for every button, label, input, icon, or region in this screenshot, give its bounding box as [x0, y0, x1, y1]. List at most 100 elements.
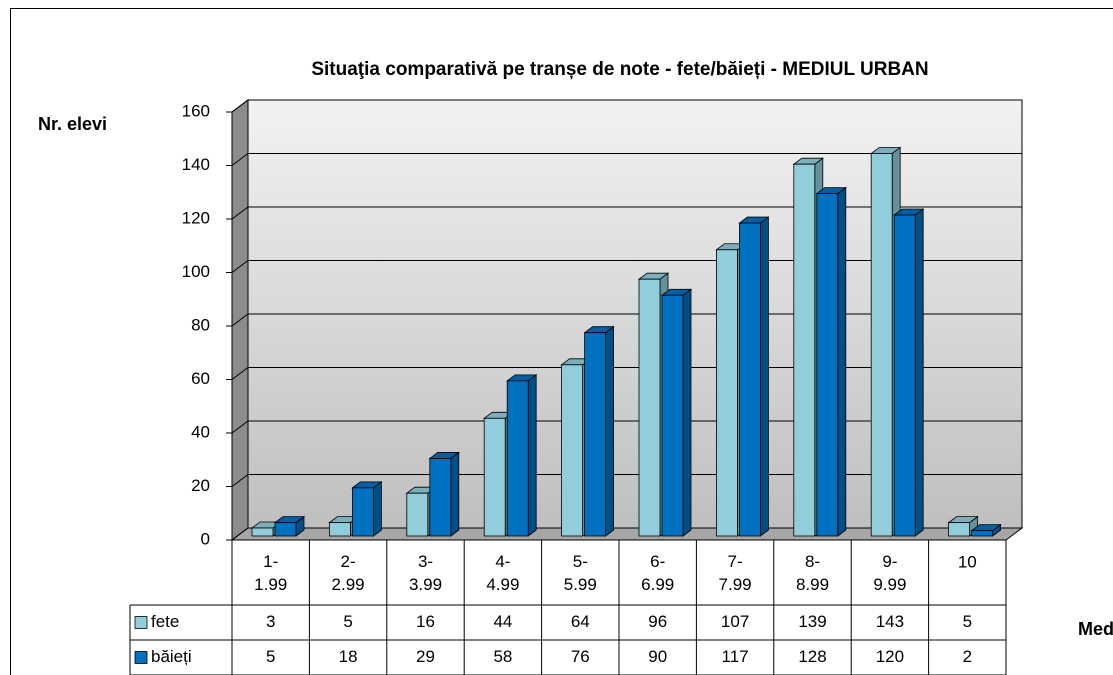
- x-tick-label: 1- 1.99: [254, 552, 287, 594]
- bar-front: [870, 153, 893, 537]
- bar-side: [527, 374, 537, 537]
- y-tick-label: 80: [191, 315, 210, 334]
- label-line: 3.99: [409, 575, 442, 594]
- legend-label: fete: [151, 612, 179, 631]
- table-value: 128: [798, 647, 826, 666]
- label-line: 5.99: [564, 575, 597, 594]
- bar-front: [328, 522, 351, 537]
- y-tick-label: 60: [191, 369, 210, 388]
- y-tick-label: 40: [191, 422, 210, 441]
- table-value: 117: [722, 647, 749, 666]
- label-line: 2-: [341, 552, 356, 571]
- chart-title: Situaţia comparativă pe tranșe de note -…: [311, 59, 928, 80]
- grid-line: [231, 99, 1022, 113]
- table-value: 5: [343, 612, 352, 631]
- x-tick-label: 3- 3.99: [409, 552, 442, 594]
- bar-front: [971, 530, 993, 537]
- table-value: 139: [798, 612, 826, 631]
- grid-line: [231, 206, 1022, 220]
- label-line: 4-: [495, 552, 510, 571]
- label-line: 9.99: [873, 575, 906, 594]
- table-value: 5: [963, 612, 972, 631]
- bar-front: [351, 487, 374, 537]
- bar-front: [893, 214, 916, 537]
- bar-front: [429, 458, 452, 537]
- table-value: 120: [876, 647, 904, 666]
- x-tick-label: 8- 8.99: [796, 552, 829, 594]
- label-line: 8.99: [796, 575, 829, 594]
- label-line: 6.99: [641, 575, 674, 594]
- table-value: 107: [721, 612, 749, 631]
- bar: [351, 481, 383, 537]
- bar-side: [372, 481, 382, 537]
- y-tick-label: 160: [182, 101, 210, 120]
- bar-front: [561, 364, 583, 537]
- bar: [738, 216, 770, 537]
- x-tick-label: 4- 4.99: [486, 552, 519, 594]
- bar-side: [605, 325, 614, 537]
- table-value: 2: [963, 647, 972, 666]
- table-value: 64: [571, 612, 590, 631]
- table-value: 96: [648, 612, 667, 631]
- y-tick-label: 140: [182, 155, 210, 174]
- table-value: 76: [571, 647, 590, 666]
- label-line: 7.99: [719, 575, 752, 594]
- bar-front: [506, 380, 529, 537]
- table-value: 90: [648, 647, 667, 666]
- table-value: 29: [416, 647, 435, 666]
- bar-side: [450, 451, 460, 537]
- legend-label: băieți: [151, 647, 192, 666]
- y-tick-label: 100: [182, 262, 210, 281]
- bar-side: [760, 216, 769, 537]
- label-line: 9-: [882, 552, 897, 571]
- x-tick-label: 9- 9.99: [873, 552, 906, 594]
- bar-front: [274, 522, 297, 537]
- label-line: 1-: [263, 552, 278, 571]
- bar-front: [661, 294, 684, 537]
- y-tick-label: 120: [182, 208, 210, 227]
- y-tick-label: 20: [191, 476, 210, 495]
- table-value: 58: [493, 647, 512, 666]
- bar: [273, 515, 306, 537]
- bar-front: [816, 193, 839, 537]
- x-tick-label: 2- 2.99: [332, 552, 365, 594]
- x-axis-title: Medii: [1078, 619, 1113, 639]
- bar-front: [793, 163, 816, 537]
- bar: [815, 186, 847, 537]
- bar: [660, 288, 693, 537]
- table-value: 3: [266, 612, 275, 631]
- label-line: 6-: [650, 552, 665, 571]
- label-line: 3-: [418, 552, 433, 571]
- bar-front: [406, 492, 429, 537]
- table-value: 143: [876, 612, 904, 631]
- grid-line: [231, 153, 1022, 166]
- bar-front: [716, 249, 738, 537]
- y-axis-title: Nr. elevi: [38, 114, 107, 134]
- x-tick-label: 5- 5.99: [564, 552, 597, 594]
- label-line: 7-: [728, 552, 743, 571]
- bar: [893, 208, 925, 537]
- table-value: 16: [416, 612, 435, 631]
- legend-swatch: [134, 651, 148, 664]
- x-tick-label: 7- 7.99: [719, 552, 752, 594]
- label-line: 5-: [573, 552, 588, 571]
- table-value: 44: [493, 612, 512, 631]
- bar-side: [682, 288, 692, 537]
- bar-front: [739, 222, 761, 537]
- bar-front: [948, 522, 970, 537]
- bar-front: [638, 278, 661, 537]
- table-value: 18: [339, 647, 358, 666]
- bar-side: [837, 186, 847, 537]
- label-line: 2.99: [332, 575, 365, 594]
- bar: [970, 523, 1002, 537]
- label-line: 4.99: [486, 575, 519, 594]
- legend-swatch: [134, 616, 148, 629]
- x-tick-label: 6- 6.99: [641, 552, 674, 594]
- bar: [428, 451, 460, 537]
- table-value: 5: [266, 647, 275, 666]
- y-tick-label: 0: [201, 529, 210, 548]
- label-line: 1.99: [254, 575, 287, 594]
- bar-front: [483, 417, 506, 537]
- label-line: 8-: [805, 552, 820, 571]
- bar-front: [251, 527, 274, 537]
